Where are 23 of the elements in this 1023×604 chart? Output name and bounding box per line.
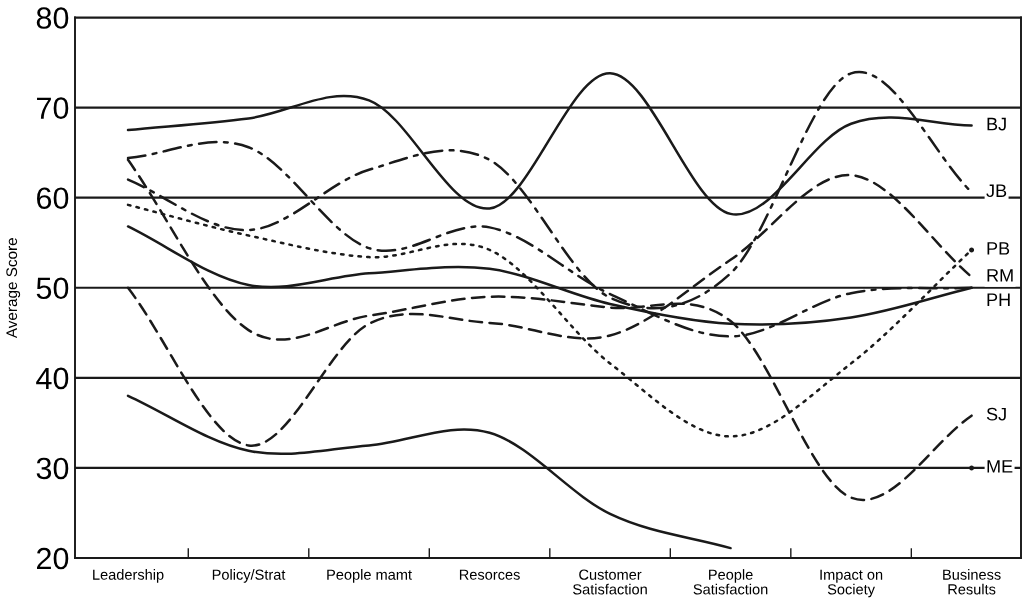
y-tick-label: 70 (37, 97, 69, 119)
series-label: PB (987, 242, 1010, 255)
y-axis-title: Average Score (6, 238, 21, 339)
y-tick-label: 60 (37, 187, 69, 210)
series-label: PH (987, 293, 1010, 306)
y-tick-label: 40 (36, 367, 69, 390)
x-tick-label: People Satisfaction (693, 569, 768, 595)
series-label: JB (986, 184, 1007, 198)
x-tick-label: People mamt (327, 569, 412, 583)
y-tick-label: 80 (36, 7, 69, 29)
x-tick-label: Customer Satisfaction (573, 569, 647, 595)
x-tick-label: Leadership (93, 569, 164, 583)
y-tick-label: 30 (36, 457, 69, 480)
x-tick-label: Impact on Society (820, 569, 883, 598)
x-tick-label: Resorces (459, 569, 520, 580)
x-tick-label: Business Results (943, 569, 1001, 595)
series-label: BJ (987, 117, 1006, 131)
series-label: SJ (986, 407, 1006, 421)
x-tick-label: Policy/Strat (212, 569, 286, 583)
y-tick-label: 50 (36, 277, 69, 300)
y-tick-label: 20 (37, 547, 69, 570)
series-label: RM (987, 269, 1013, 282)
series-label: ME (987, 460, 1013, 473)
